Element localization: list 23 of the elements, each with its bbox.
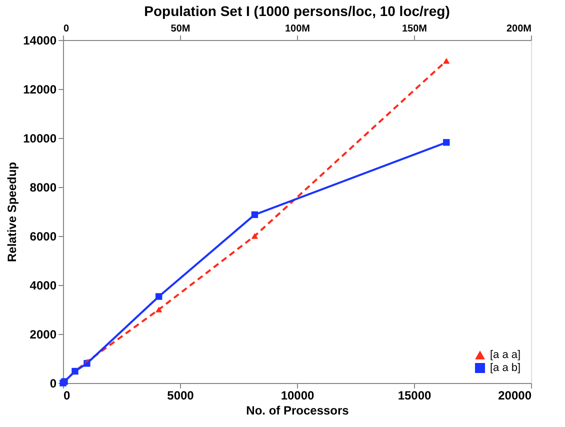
y-tick-label: 12000 — [23, 82, 57, 96]
x2-tick-label: 150M — [402, 24, 428, 34]
y-tick-label: 2000 — [30, 328, 57, 342]
x-axis-title: No. of Processors — [246, 404, 350, 418]
x-tick-label: 5000 — [167, 388, 194, 402]
x2-tick-label: 0 — [64, 24, 70, 34]
y-tick-label: 10000 — [23, 132, 57, 146]
legend-label: [a a b] — [490, 362, 521, 374]
y-tick-label: 4000 — [30, 278, 57, 292]
y-tick-label: 8000 — [30, 180, 57, 194]
y-tick-label: 6000 — [30, 230, 57, 244]
legend-label: [a a a] — [490, 349, 521, 361]
y-axis-title: Relative Speedup — [5, 162, 20, 262]
x2-tick-label: 100M — [284, 24, 310, 34]
y-tick-label: 0 — [50, 376, 57, 390]
x-tick-label: 15000 — [398, 388, 432, 402]
x2-tick-label: 50M — [170, 24, 190, 34]
x2-tick-label: 200M — [506, 24, 532, 34]
chart-title: Population Set I (1000 persons/loc, 10 loc/reg) — [144, 3, 450, 19]
x-tick-label: 10000 — [280, 388, 315, 402]
y-tick-label: 14000 — [23, 34, 57, 48]
x-tick-label: 20000 — [498, 388, 532, 402]
x-tick-label: 0 — [64, 388, 70, 402]
